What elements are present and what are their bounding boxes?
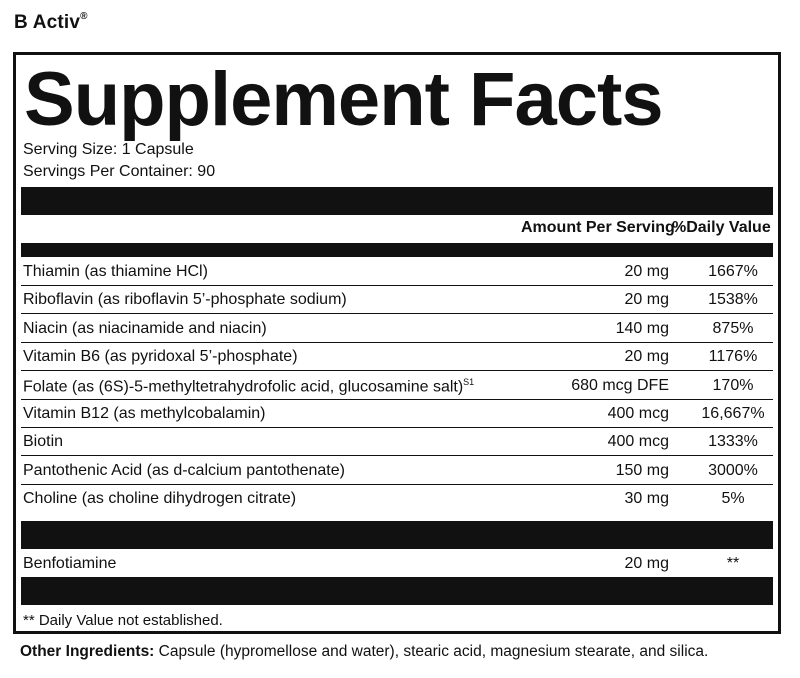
nutrient-daily-value: 16,667% [701,405,765,422]
nutrient-name: Vitamin B12 (as methylcobalamin) [23,405,265,423]
divider-medium [21,243,773,257]
product-name-text: B Activ [14,12,81,33]
nutrient-amount: 140 mg [615,319,669,337]
nutrient-row: Pantothenic Acid (as d-calcium pantothen… [21,456,773,484]
nutrient-daily-value: 5% [721,490,745,508]
nutrient-daily-value: 875% [712,319,754,337]
nutrient-row: Thiamin (as thiamine HCl) 20 mg 1667% [21,257,773,285]
nutrient-name-text: Pantothenic Acid (as d-calcium pantothen… [23,461,345,479]
row-divider [21,313,773,315]
extra-row-benfotiamine: Benfotiamine 20 mg ** [21,549,773,577]
nutrient-daily-value: ** [726,555,740,572]
row-divider [21,341,773,343]
nutrient-name-text: Folate (as (6S)-5-methyltetrahydrofolic … [23,377,464,395]
nutrient-daily-value: 1176% [708,348,758,366]
divider-thick-top [21,187,773,215]
nutrient-amount: 150 mg [615,461,669,479]
nutrient-row: Vitamin B6 (as pyridoxal 5’-phosphate) 20… [21,342,773,370]
nutrient-amount: 680 mcg DFE [571,376,669,394]
nutrient-name-text: Vitamin B6 (as pyridoxal 5’-phosphate) [23,348,298,366]
nutrient-row: Riboflavin (as riboflavin 5’-phosphate s… [21,285,773,313]
nutrient-name: Pantothenic Acid (as d-calcium pantothen… [23,462,345,480]
nutrient-name: Niacin (as niacinamide and niacin) [23,320,267,338]
panel-title: Supplement Facts [24,57,664,142]
nutrient-amount: 20 mg [624,291,669,309]
nutrient-daily-value: 3000% [708,461,758,479]
nutrient-name-text: Biotin [23,433,64,451]
supplement-facts-panel: Supplement Facts Serving Size: 1 Capsule… [13,52,781,634]
nutrient-name-text: Thiamin (as thiamine HCl) [23,263,208,280]
nutrient-name: Choline (as choline dihydrogen citrate) [23,490,296,508]
other-ingredients: Other Ingredients: Capsule (hypromellose… [20,643,708,661]
nutrient-daily-value: 1538% [708,291,758,309]
row-divider [21,426,773,428]
nutrient-row: Niacin (as niacinamide and niacin) 140 mg… [21,314,773,342]
other-ingredients-text: Capsule (hypromellose and water), steari… [154,643,709,660]
divider-thick-bottom [21,577,773,605]
nutrient-amount: 400 mcg [607,433,669,451]
nutrient-row: Choline (as choline dihydrogen citrate) 3… [21,484,773,512]
serving-size: Serving Size: 1 Capsule [23,141,194,158]
nutrient-row: Biotin 400 mcg 1333% [21,427,773,455]
product-name: B Activ® [14,10,88,34]
nutrient-daily-value: 170% [712,376,754,394]
header-daily-value: %Daily Value [672,219,771,236]
nutrient-name: Riboflavin (as riboflavin 5’-phosphate s… [23,291,347,309]
nutrient-name-text: Niacin (as niacinamide and niacin) [23,319,267,337]
row-divider [21,455,773,457]
nutrient-name: Thiamin (as thiamine HCl) [23,263,208,281]
nutrient-name-text: Choline (as choline dihydrogen citrate) [23,490,297,508]
nutrient-name: Biotin [23,433,63,451]
other-ingredients-label: Other Ingredients: [20,643,155,660]
nutrient-row: Vitamin B12 (as methylcobalamin) 400 mcg 1… [21,399,773,427]
row-divider [21,284,773,286]
servings-per-container: Servings Per Container: 90 [23,163,216,180]
nutrient-amount: 20 mg [624,555,669,572]
nutrient-name: Vitamin B6 (as pyridoxal 5’-phosphate) [23,348,298,366]
nutrient-name: Folate (as (6S)-5-methyltetrahydrofolic … [23,377,474,396]
nutrient-row: Folate (as (6S)-5-methyltetrahydrofolic … [21,371,773,399]
nutrient-name: Benfotiamine [23,555,117,572]
header-amount-per-serving: Amount Per Serving [521,219,675,236]
nutrient-name-text: Riboflavin (as riboflavin 5’-phosphate s… [23,291,347,309]
nutrient-amount: 20 mg [624,348,669,366]
nutrient-amount: 400 mcg [607,405,669,422]
row-divider [21,370,773,372]
registered-mark: ® [80,10,88,22]
nutrient-daily-value: 1333% [708,433,758,451]
row-divider [21,398,773,400]
nutrient-amount: 20 mg [624,263,669,280]
row-divider [21,483,773,485]
nutrient-name-text: Vitamin B12 (as methylcobalamin) [23,405,266,422]
footnote: ** Daily Value not established. [23,612,223,629]
nutrient-footnote-mark: S1 [463,376,475,387]
nutrient-amount: 30 mg [624,490,669,508]
divider-thick-middle [21,521,773,549]
nutrient-daily-value: 1667% [708,263,758,280]
